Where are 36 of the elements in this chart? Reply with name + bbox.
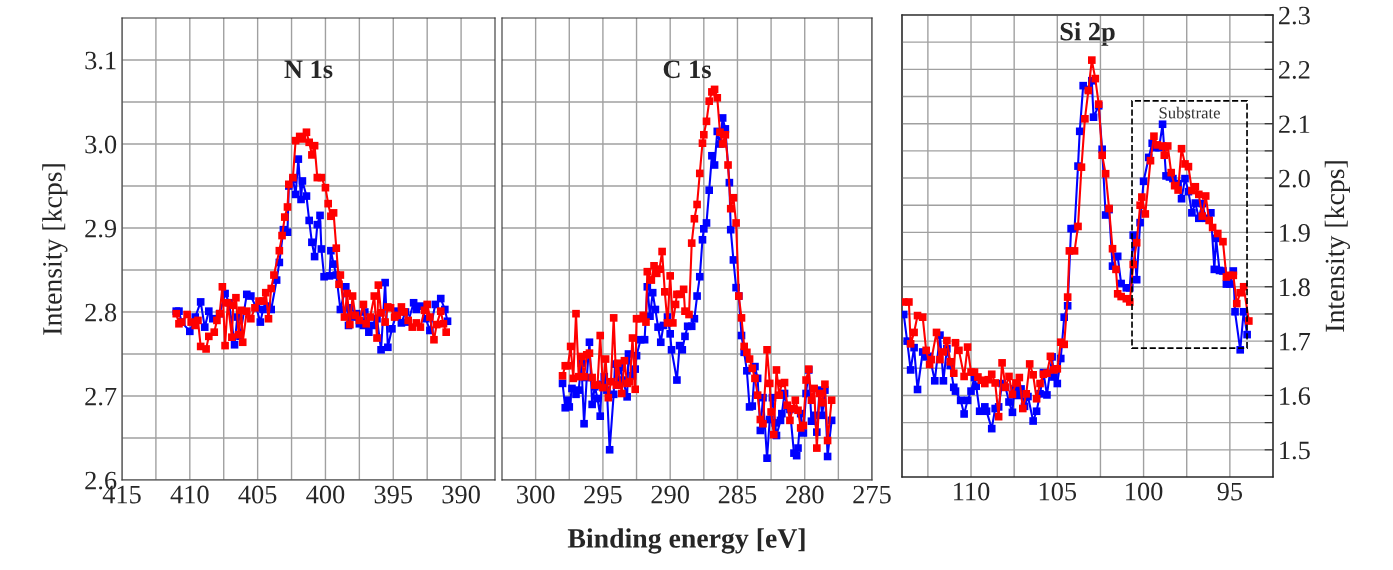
y-tick-label: 2.8 (85, 303, 117, 322)
text: C 1s (663, 60, 711, 79)
x-tick-label: 275 (853, 485, 891, 504)
x-tick-label: 395 (374, 485, 413, 504)
text: N 1s (284, 60, 333, 79)
y2-tick-label: 1.7 (1280, 332, 1311, 351)
y2-tick-label: 2.1 (1279, 115, 1310, 134)
y2-tick-label: 1.6 (1280, 387, 1311, 405)
y-tick-label: 3.0 (85, 135, 117, 154)
y-tick-label: 2.9 (85, 219, 117, 238)
annotation: Substrate (1159, 106, 1220, 119)
x-tick-label: 110 (954, 482, 990, 501)
x-tick-label: 105 (1039, 482, 1077, 501)
chart-title: Si 2p (1060, 21, 1115, 46)
y2-tick-label: 2.0 (1279, 169, 1310, 188)
x-tick-label: 295 (584, 485, 622, 504)
y-axis-title: Intensity [kcps] (42, 164, 68, 335)
x-tick-label: 285 (718, 485, 757, 504)
y2-tick-label: 1.8 (1280, 278, 1310, 297)
x-tick-label: 300 (517, 485, 555, 504)
y2-tick-label: 1.5 (1280, 441, 1310, 460)
x-tick-label: 280 (786, 485, 824, 504)
y2-tick-label: 2.2 (1279, 61, 1310, 79)
y2-tick-label: 2.3 (1279, 6, 1310, 25)
x-tick-label: 410 (170, 485, 209, 504)
x-tick-label: 290 (651, 485, 689, 504)
y-tick-label: 2.7 (85, 387, 117, 406)
x-axis-title: Binding energy [eV] (567, 528, 805, 554)
y2-axis-title: Intensity [kcps] (1324, 161, 1351, 332)
x-tick-label: 400 (306, 485, 345, 504)
x-tick-label: 100 (1126, 482, 1163, 501)
x-tick-label: 390 (442, 485, 480, 504)
y-tick-label: 3.1 (85, 51, 116, 70)
x-tick-label: 405 (238, 485, 277, 504)
y2-tick-label: 1.9 (1280, 224, 1310, 242)
x-tick-label: 95 (1217, 482, 1243, 501)
